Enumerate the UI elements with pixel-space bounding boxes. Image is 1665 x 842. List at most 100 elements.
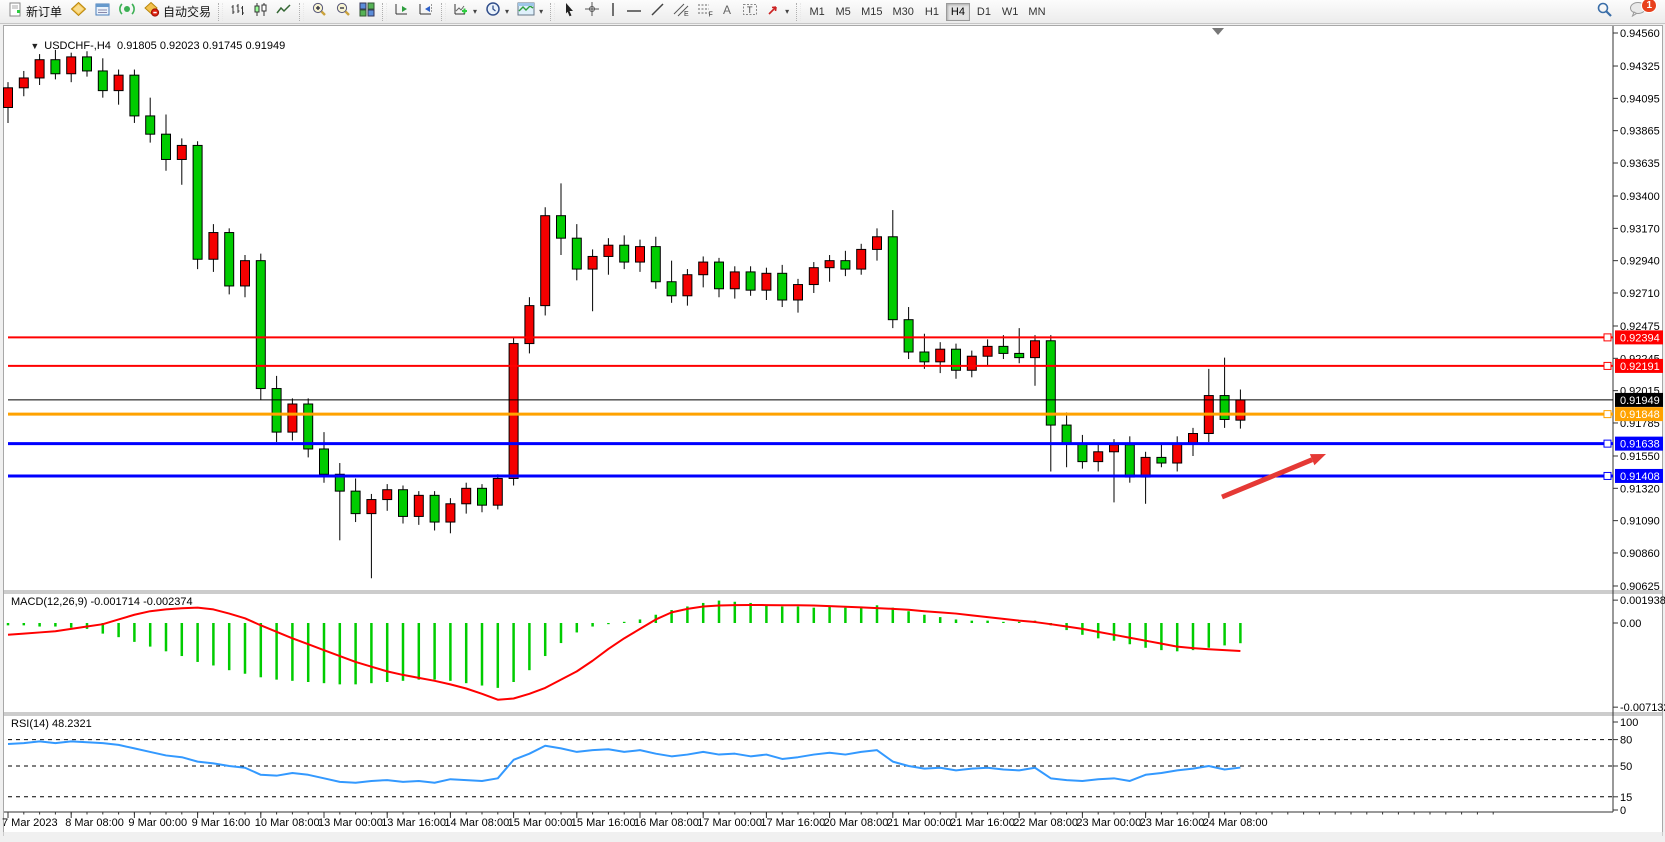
svg-text:13 Mar 16:00: 13 Mar 16:00 (381, 817, 446, 829)
zoom-in-button[interactable] (307, 2, 331, 22)
timeframe-mn-button[interactable]: MN (1028, 5, 1046, 18)
new-chart-button[interactable]: ▾ (449, 2, 481, 22)
text-label-icon: T (742, 2, 758, 22)
market-watch-icon (70, 1, 87, 22)
timeframe-m1-button[interactable]: M1 (809, 5, 825, 18)
svg-text:24 Mar 08:00: 24 Mar 08:00 (1203, 817, 1268, 829)
svg-text:23 Mar 00:00: 23 Mar 00:00 (1076, 817, 1141, 829)
new-order-icon (8, 2, 23, 22)
chevron-down-icon: ▾ (539, 7, 544, 16)
chart-shift-button[interactable] (414, 2, 438, 22)
tile-windows-button[interactable] (355, 2, 379, 22)
template-icon (517, 2, 535, 22)
line-chart-icon (276, 2, 292, 22)
fibonacci-button[interactable]: F (693, 2, 717, 22)
timeframe-w1-button[interactable]: W1 (1001, 5, 1019, 18)
bar-chart-button[interactable] (226, 2, 249, 22)
svg-text:16 Mar 08:00: 16 Mar 08:00 (634, 817, 699, 829)
svg-text:17 Mar 00:00: 17 Mar 00:00 (697, 817, 762, 829)
text-label-button[interactable]: T (738, 2, 762, 22)
svg-text:17 Mar 16:00: 17 Mar 16:00 (760, 817, 825, 829)
timeframe-h4-button[interactable]: H4 (945, 2, 970, 21)
auto-scroll-button[interactable] (390, 2, 414, 22)
data-window-button[interactable] (91, 2, 115, 22)
chart-window: 0.94560 0.94325 0.94095 0.93865 0.93635 0.934… (0, 24, 1665, 842)
line-chart-button[interactable] (272, 2, 296, 22)
new-order-button[interactable]: 新订单 (4, 2, 66, 22)
svg-text:A: A (723, 3, 731, 17)
period-clock-icon (485, 1, 501, 22)
timeframe-m15-button[interactable]: M15 (861, 5, 883, 18)
auto-scroll-icon (394, 2, 410, 22)
fibonacci-icon: F (697, 2, 713, 22)
zoom-in-icon (311, 1, 327, 22)
chevron-down-icon: ▾ (473, 7, 478, 16)
horizontal-line-button[interactable] (622, 2, 646, 22)
candlestick-chart-icon (253, 2, 268, 22)
chevron-down-icon: ▾ (505, 7, 510, 16)
timeframe-h1-button[interactable]: H1 (924, 5, 939, 18)
svg-text:0.94095: 0.94095 (1620, 93, 1660, 105)
svg-text:22 Mar 08:00: 22 Mar 08:00 (1013, 817, 1078, 829)
toolbar-separator (796, 2, 802, 21)
toolbar-separator (550, 2, 556, 21)
zoom-out-icon (335, 1, 351, 22)
notification-count-badge: 1 (1641, 0, 1657, 13)
svg-text:0.91848: 0.91848 (1620, 409, 1660, 421)
svg-text:21 Mar 16:00: 21 Mar 16:00 (950, 817, 1015, 829)
svg-text:0.93170: 0.93170 (1620, 223, 1660, 235)
candlestick-chart-button[interactable] (249, 2, 272, 22)
bar-chart-icon (230, 2, 245, 22)
svg-text:0.00: 0.00 (1620, 618, 1641, 630)
crosshair-icon (584, 1, 600, 22)
autotrading-button[interactable]: 自动交易 (139, 1, 215, 22)
equidistant-channel-button[interactable]: E (669, 2, 693, 22)
vertical-line-button[interactable] (604, 2, 622, 22)
trendline-button[interactable] (646, 2, 669, 22)
svg-text:0.001938: 0.001938 (1620, 595, 1665, 607)
new-chart-icon (453, 2, 469, 22)
navigator-icon (119, 1, 135, 22)
navigator-button[interactable] (115, 2, 139, 22)
toolbar-separator (299, 2, 305, 21)
svg-text:0.92710: 0.92710 (1620, 288, 1660, 300)
zoom-out-button[interactable] (331, 2, 355, 22)
data-window-icon (95, 2, 111, 22)
chart-symbol-title: USDCHF-,H4 (44, 40, 111, 52)
svg-text:100: 100 (1620, 717, 1638, 729)
svg-text:0.93400: 0.93400 (1620, 191, 1660, 203)
market-watch-button[interactable] (66, 1, 91, 22)
cursor-icon (562, 2, 576, 22)
svg-text:T: T (747, 5, 753, 15)
arrows-icon (766, 2, 781, 22)
horizontal-line-icon (626, 3, 642, 21)
svg-text:0.91949: 0.91949 (1620, 395, 1660, 407)
svg-text:20 Mar 08:00: 20 Mar 08:00 (824, 817, 889, 829)
period-button[interactable]: ▾ (481, 2, 513, 22)
arrows-button[interactable]: ▾ (762, 2, 793, 22)
svg-text:0.94325: 0.94325 (1620, 61, 1660, 73)
svg-text:13 Mar 00:00: 13 Mar 00:00 (318, 817, 383, 829)
autotrading-icon (143, 1, 160, 22)
timeframe-m30-button[interactable]: M30 (892, 5, 914, 18)
svg-text:7 Mar 2023: 7 Mar 2023 (2, 817, 58, 829)
tile-windows-icon (359, 2, 375, 22)
trendline-icon (650, 2, 665, 22)
svg-text:8 Mar 08:00: 8 Mar 08:00 (65, 817, 124, 829)
svg-text:15 Mar 00:00: 15 Mar 00:00 (508, 817, 573, 829)
vertical-line-icon (608, 2, 618, 22)
timeframe-m5-button[interactable]: M5 (835, 5, 851, 18)
template-button[interactable]: ▾ (513, 2, 547, 22)
collapse-chart-icon[interactable]: ▼ (30, 41, 40, 51)
timeframe-toolbar: M1 M5 M15 M30 H1 H4 D1 W1 MN (804, 0, 1050, 24)
notifications-button[interactable]: 1 (1625, 0, 1657, 22)
search-button[interactable] (1592, 2, 1617, 22)
chart-canvas[interactable]: 0.94560 0.94325 0.94095 0.93865 0.93635 0.934… (0, 24, 1665, 842)
text-button[interactable]: A (717, 2, 738, 22)
new-order-label: 新订单 (26, 5, 63, 19)
cursor-button[interactable] (558, 2, 580, 22)
timeframe-d1-button[interactable]: D1 (976, 5, 991, 18)
crosshair-button[interactable] (580, 2, 604, 22)
toolbar-separator (441, 2, 447, 21)
